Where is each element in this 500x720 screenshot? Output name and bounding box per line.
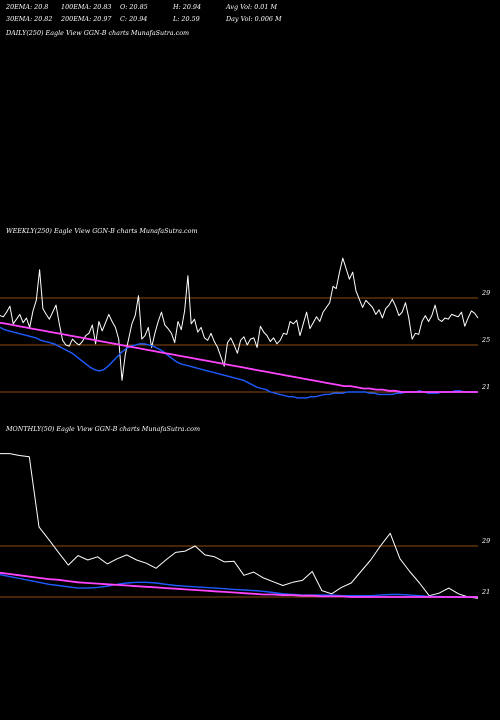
header-ema100: 100EMA: 20.83 xyxy=(61,3,112,11)
ema-fast-line xyxy=(0,574,478,598)
header-ema200: 200EMA: 20.97 xyxy=(61,15,112,23)
ema-fast-line xyxy=(0,326,478,399)
level-label-25: 25 xyxy=(481,336,490,344)
ema-slow-line xyxy=(0,571,478,598)
header-ema20: 20EMA: 20.8 xyxy=(6,3,49,11)
header-avgvol: Avg Vol: 0.01 M xyxy=(226,3,277,11)
header-open: O: 20.85 xyxy=(120,3,148,11)
level-label-29: 29 xyxy=(481,289,490,297)
level-label-29: 29 xyxy=(481,537,490,545)
monthly-title: MONTHLY(50) Eagle View GGN-B charts Muna… xyxy=(5,425,200,433)
header-close: C: 20.94 xyxy=(120,15,148,23)
header-high: H: 20.94 xyxy=(173,3,202,11)
weekly-title: WEEKLY(250) Eagle View GGN-B charts Muna… xyxy=(6,227,198,235)
level-label-21: 21 xyxy=(481,383,490,391)
ema-slow-line xyxy=(0,321,478,393)
header-low: L: 20.59 xyxy=(173,15,200,23)
price-line xyxy=(0,257,479,381)
price-line xyxy=(0,453,479,599)
monthly-panel: MONTHLY(50) Eagle View GGN-B charts Muna… xyxy=(0,425,490,599)
header-ema30: 30EMA: 20.82 xyxy=(6,15,53,23)
header-dayvol: Day Vol: 0.006 M xyxy=(226,15,282,23)
daily-title: DAILY(250) Eagle View GGN-B charts Munaf… xyxy=(5,29,189,37)
level-label-21: 21 xyxy=(481,588,490,596)
weekly-panel: WEEKLY(250) Eagle View GGN-B charts Muna… xyxy=(0,227,490,399)
